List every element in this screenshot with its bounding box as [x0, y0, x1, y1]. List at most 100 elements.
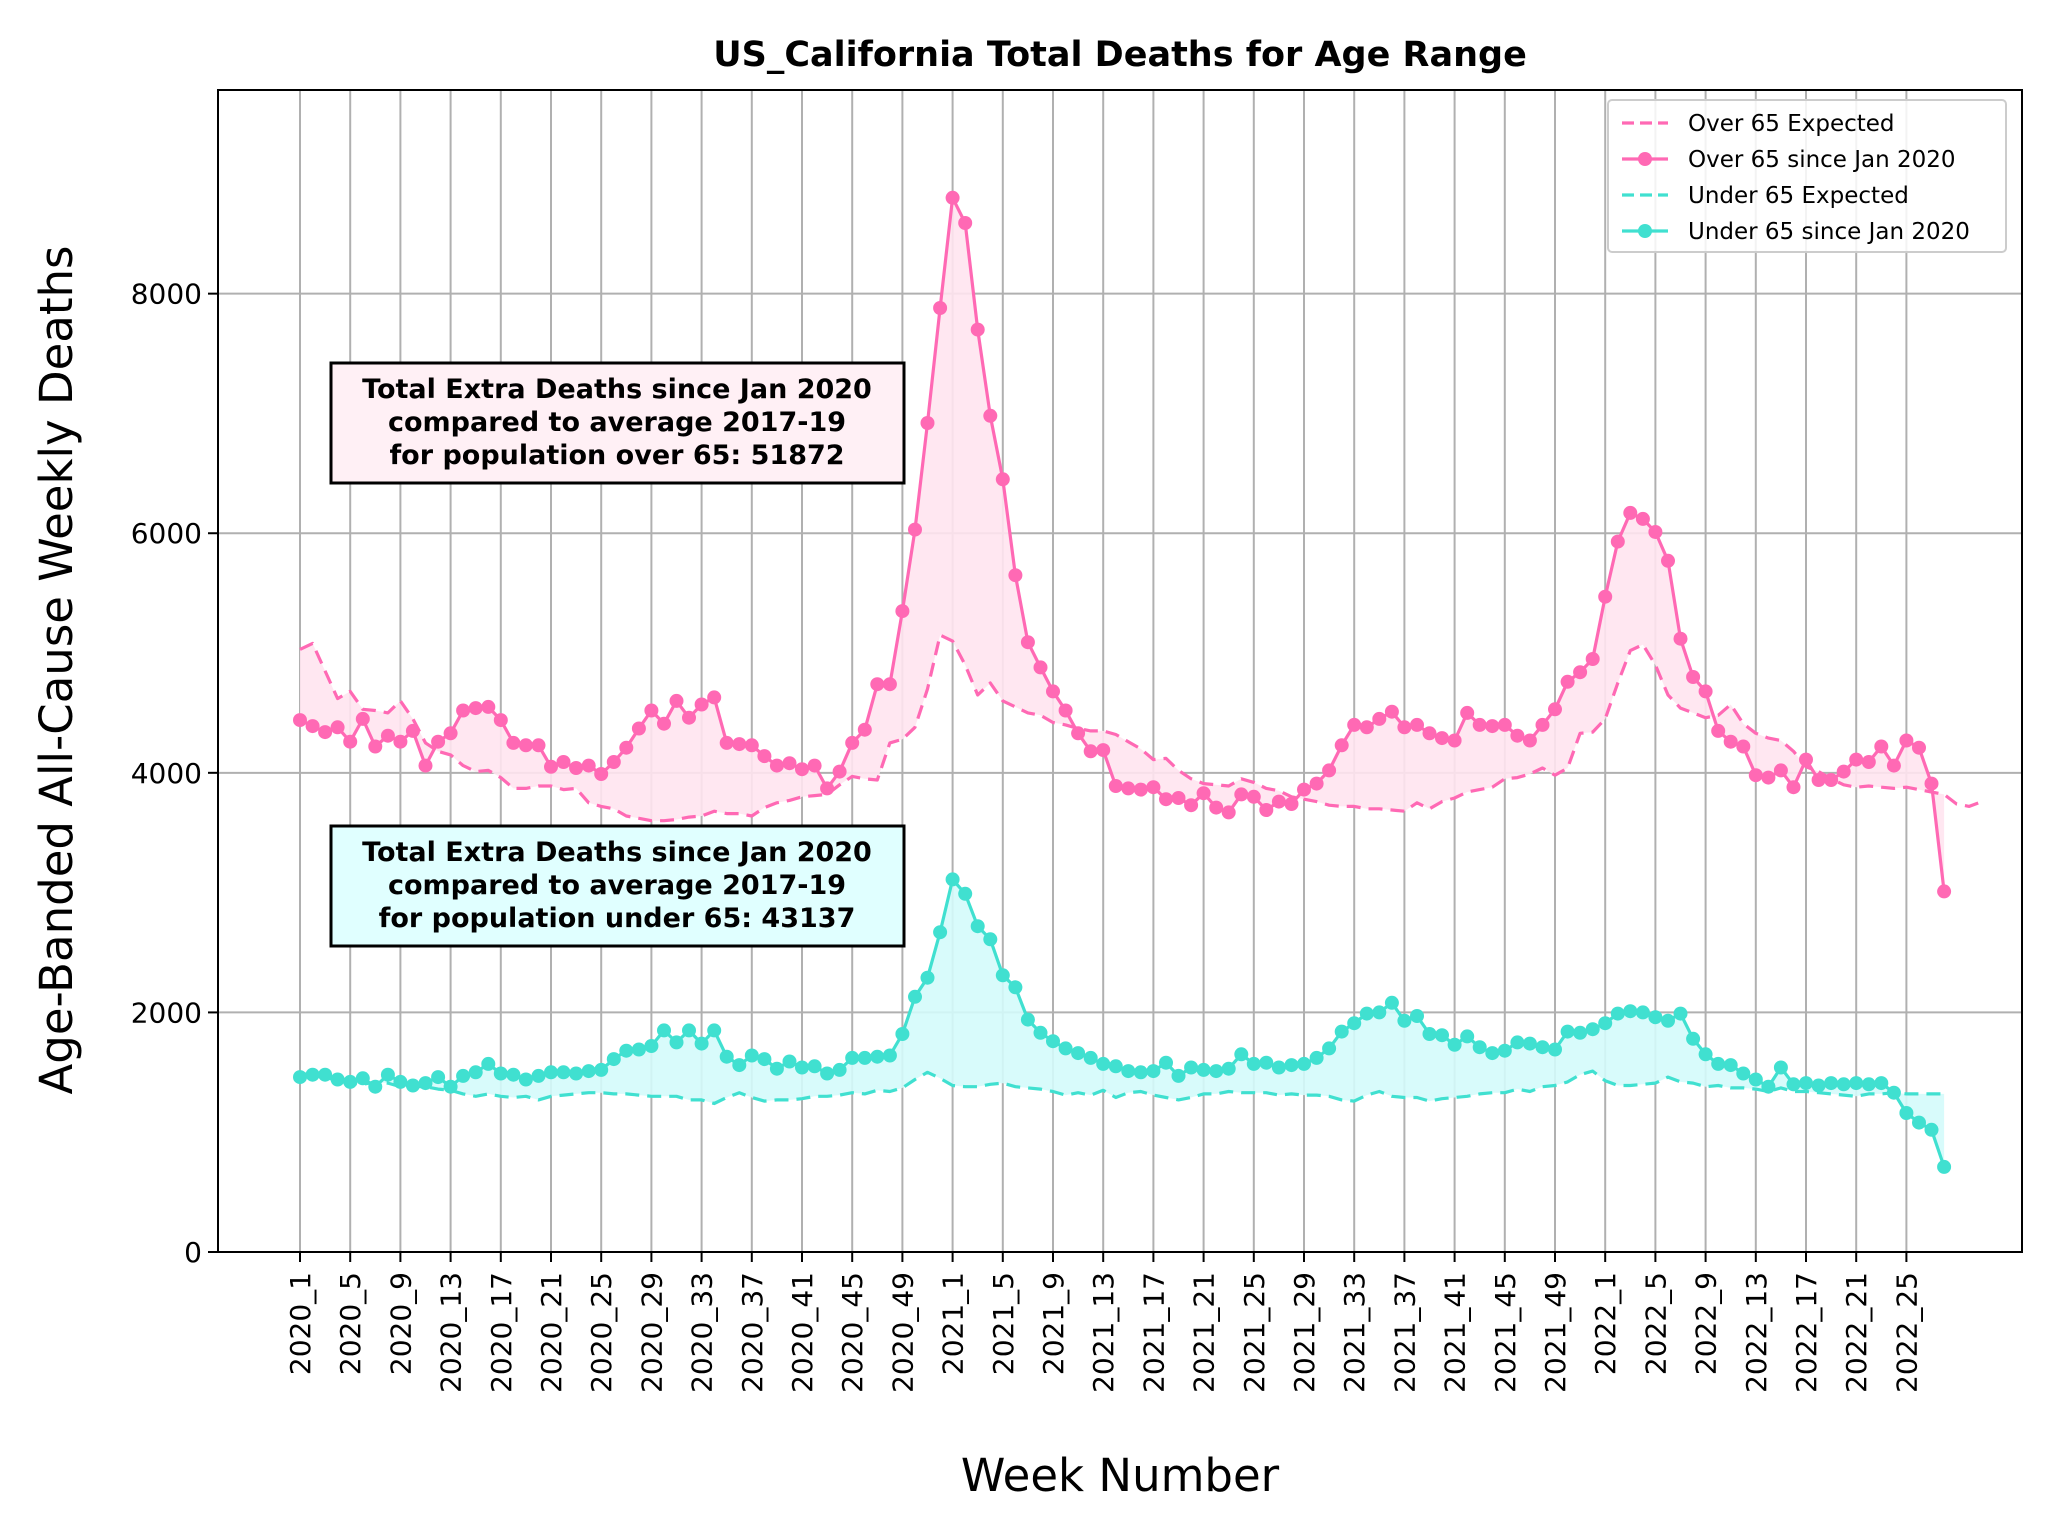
legend-label: Over 65 Expected [1688, 111, 1895, 137]
data-point [707, 690, 722, 705]
x-tick-label: 2021_33 [1338, 1272, 1371, 1393]
data-point [1184, 798, 1199, 813]
data-point [657, 1023, 671, 1038]
series-over-65-expected [299, 633, 1983, 823]
data-point [1334, 1024, 1349, 1039]
data-point [1246, 1056, 1261, 1071]
data-point [895, 1027, 910, 1041]
series-under-65-since-jan-2020 [293, 872, 1952, 1174]
data-point [1184, 1060, 1199, 1075]
data-point [1146, 1064, 1161, 1079]
data-point [1083, 1050, 1098, 1065]
data-point [1824, 773, 1839, 787]
data-point [1673, 631, 1688, 646]
data-point [1435, 731, 1449, 746]
data-point [481, 699, 496, 714]
data-point [431, 1070, 446, 1085]
x-tick-label: 2022_1 [1589, 1272, 1622, 1375]
data-point [293, 713, 307, 728]
data-point [1510, 1035, 1525, 1050]
data-point [1598, 589, 1613, 604]
series-line [299, 633, 1983, 823]
data-point [1723, 1058, 1738, 1073]
y-tick-label: 6000 [131, 517, 202, 550]
y-tick-label: 0 [184, 1236, 202, 1269]
data-point [1786, 780, 1801, 795]
data-point [493, 1066, 508, 1081]
data-point [807, 1059, 822, 1074]
data-point [1924, 1122, 1939, 1137]
x-tick-label: 2022_5 [1639, 1272, 1672, 1375]
data-point [1146, 780, 1161, 795]
data-point [1548, 702, 1562, 717]
data-point [1635, 1005, 1650, 1020]
data-point [1108, 779, 1123, 793]
data-point [719, 735, 734, 750]
x-tick-label: 2020_33 [686, 1272, 719, 1393]
data-point [1711, 723, 1726, 738]
ticks: 0 2000 4000 6000 8000 2020_1 2020_5 2020_9 2020_… [131, 278, 1924, 1393]
x-tick-label: 2021_9 [1037, 1272, 1070, 1375]
data-point [1234, 1047, 1249, 1062]
data-point [1058, 1041, 1073, 1056]
data-point [1874, 739, 1889, 754]
data-point [1912, 740, 1926, 755]
data-point [468, 701, 483, 716]
data-point [845, 735, 860, 750]
data-point [405, 723, 420, 738]
data-point [1071, 1046, 1086, 1061]
data-point [1046, 1034, 1060, 1049]
x-tick-label: 2021_13 [1087, 1272, 1120, 1393]
data-point [1284, 797, 1299, 811]
legend-label: Over 65 since Jan 2020 [1688, 147, 1956, 173]
x-tick-label: 2020_5 [334, 1272, 367, 1375]
y-tick-label: 2000 [131, 996, 202, 1029]
data-point [1912, 1115, 1926, 1130]
x-tick-label: 2020_29 [635, 1272, 668, 1393]
legend-label: Under 65 Expected [1688, 183, 1909, 209]
data-point [481, 1056, 496, 1071]
x-tick-label: 2021_21 [1188, 1272, 1221, 1393]
data-point [1435, 1028, 1449, 1043]
data-point [657, 716, 671, 731]
data-point [1410, 717, 1424, 732]
data-point [769, 758, 784, 773]
data-point [933, 925, 948, 940]
x-tick-label: 2021_49 [1539, 1272, 1572, 1393]
data-point [1322, 763, 1337, 778]
data-point [1610, 534, 1625, 549]
data-point [318, 725, 333, 740]
data-point [506, 1067, 521, 1082]
data-point [594, 1062, 609, 1077]
data-point [1322, 1041, 1337, 1056]
data-point [1372, 711, 1387, 726]
annotation-line: Total Extra Deaths since Jan 2020 [362, 374, 872, 405]
data-point [606, 1052, 621, 1067]
data-point [1849, 752, 1864, 767]
data-point [1874, 1076, 1889, 1091]
data-point [569, 761, 584, 775]
data-point [1661, 553, 1675, 568]
data-point [1171, 1068, 1186, 1083]
data-point [1824, 1076, 1839, 1091]
data-point [1661, 1013, 1675, 1028]
data-point [1811, 1078, 1826, 1093]
data-point [1886, 1085, 1901, 1100]
x-tick-label: 2020_1 [284, 1272, 317, 1375]
data-point [355, 711, 370, 726]
x-tick-label: 2022_25 [1890, 1272, 1923, 1393]
data-point [682, 710, 696, 725]
x-tick-label: 2021_29 [1288, 1272, 1321, 1393]
data-point [1171, 791, 1186, 805]
data-point [707, 1023, 722, 1038]
data-point [1560, 674, 1575, 689]
data-point [920, 970, 935, 985]
data-point [1799, 1076, 1813, 1091]
data-point [1246, 789, 1261, 804]
data-point [518, 1072, 533, 1087]
annotation-box [329, 824, 906, 948]
data-point [1698, 1047, 1713, 1062]
data-point [1811, 773, 1826, 787]
